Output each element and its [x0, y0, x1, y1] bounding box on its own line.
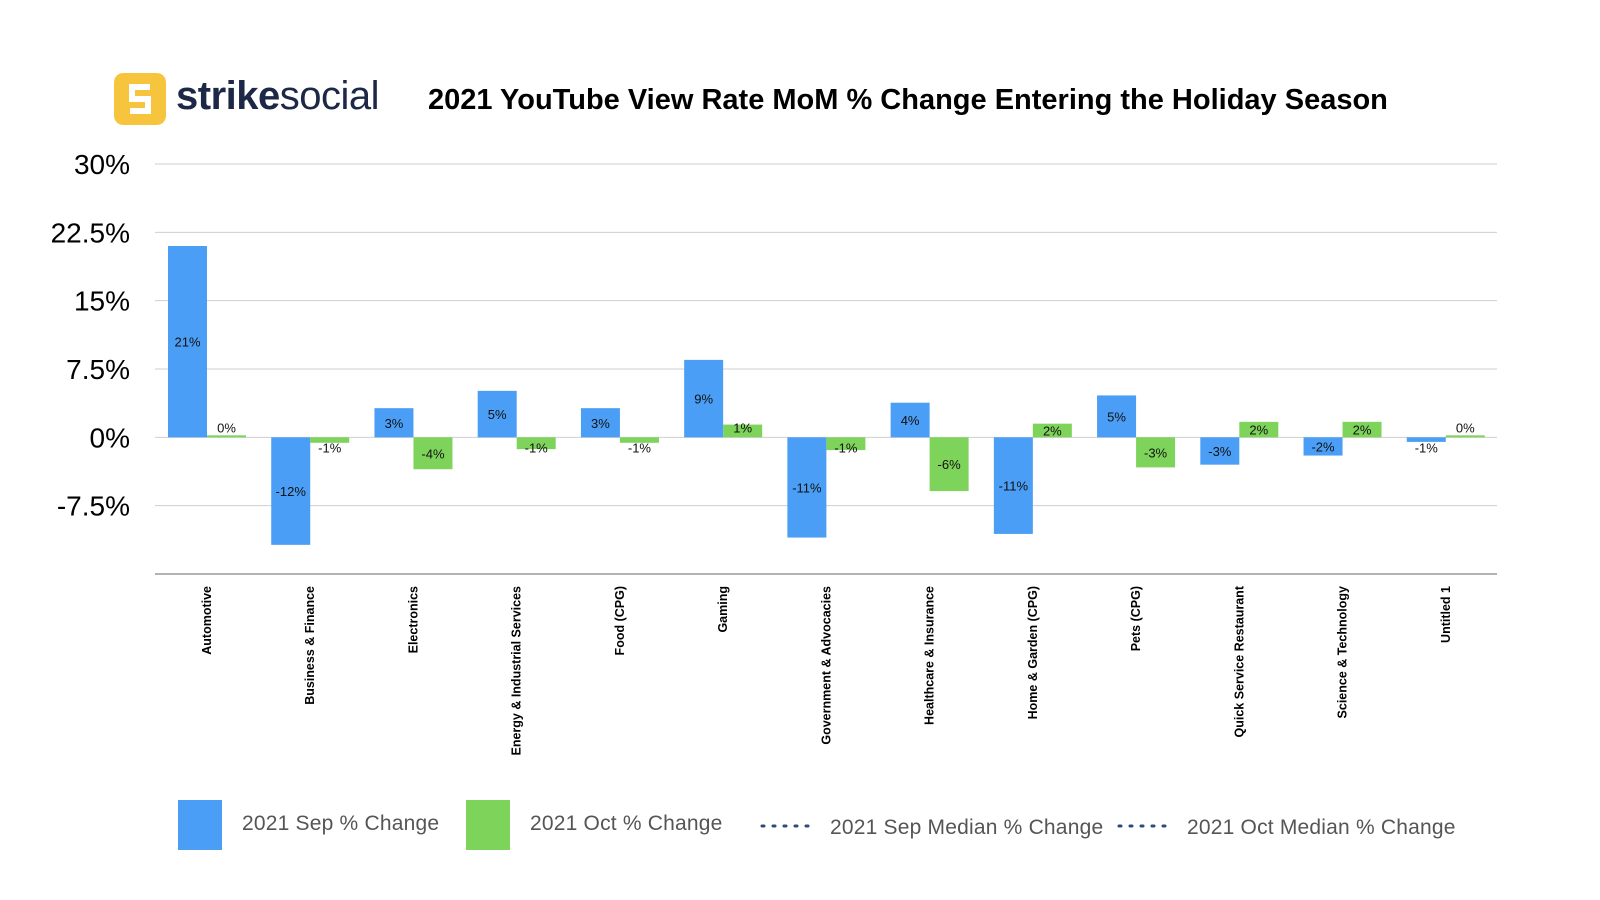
bar: [684, 359, 724, 438]
x-tick-label: Government & Advocacies: [819, 586, 833, 745]
legend-dotted-line-sep-median: [760, 824, 818, 828]
bar: [580, 408, 620, 438]
data-label: 9%: [694, 392, 713, 407]
data-label: -3%: [1208, 444, 1232, 459]
bar-chart: 30% 22.5% 15% 7.5% 0% -7.5% 21% 0% Automotive -12…: [51, 149, 1497, 756]
bar: [1406, 437, 1446, 442]
bar: [1032, 423, 1072, 438]
bar: [787, 437, 827, 538]
data-label: 4%: [901, 413, 920, 428]
x-tick-label: Home & Garden (CPG): [1026, 586, 1040, 719]
brand-name: strikesocial: [176, 74, 380, 119]
bar: [374, 408, 414, 438]
bar: [993, 437, 1033, 534]
x-tick-label: Gaming: [716, 586, 730, 633]
data-label: -11%: [792, 480, 822, 495]
bar: [723, 424, 763, 438]
data-label: 0%: [1456, 420, 1475, 435]
bar: [516, 437, 556, 450]
data-label: -1%: [318, 440, 342, 455]
legend-label-sep: 2021 Sep % Change: [242, 812, 440, 835]
bar: [207, 435, 246, 438]
bar: [168, 246, 207, 438]
data-label: -1%: [1415, 440, 1439, 455]
bar: [1200, 437, 1240, 465]
y-tick-label: -7.5%: [57, 491, 130, 522]
data-label: 5%: [1107, 409, 1126, 424]
y-tick-label: 0%: [90, 422, 130, 453]
y-tick-label: 30%: [74, 149, 130, 180]
x-tick-label: Food (CPG): [613, 586, 627, 655]
data-label: -1%: [525, 440, 549, 455]
data-label: -2%: [1311, 439, 1335, 454]
data-label: -1%: [834, 440, 858, 455]
bar: [929, 437, 969, 492]
data-label: 3%: [591, 416, 610, 431]
data-label: 5%: [488, 407, 507, 422]
x-tick-label: Business & Finance: [303, 586, 317, 705]
data-label: -6%: [938, 457, 962, 472]
bar: [1342, 421, 1382, 438]
data-label: 1%: [733, 420, 752, 435]
data-label: 2%: [1249, 423, 1268, 438]
bar: [413, 437, 453, 470]
bar: [271, 437, 311, 545]
x-tick-label: Pets (CPG): [1129, 586, 1143, 651]
y-tick-label: 15%: [74, 286, 130, 317]
legend-dotted-line-oct-median: [1117, 824, 1175, 828]
brand-name-light: social: [279, 74, 380, 118]
bar: [890, 402, 930, 438]
data-label: 21%: [174, 335, 200, 350]
x-tick-label: Science & Technology: [1336, 586, 1350, 718]
bar: [310, 437, 350, 443]
legend-swatch-sep: [178, 800, 222, 850]
data-label: -12%: [276, 484, 307, 499]
chart-title: 2021 YouTube View Rate MoM % Change Ente…: [428, 84, 1388, 116]
bar: [1136, 437, 1176, 468]
bar: [477, 390, 517, 438]
data-label: 2%: [1043, 424, 1062, 439]
brand-name-bold: strike: [176, 74, 280, 118]
legend-swatch-oct: [466, 800, 510, 850]
bar: [1303, 437, 1343, 456]
legend-label-oct: 2021 Oct % Change: [530, 812, 723, 835]
x-tick-label: Energy & Industrial Services: [510, 586, 524, 756]
bar: [1097, 395, 1137, 438]
bar: [619, 437, 659, 443]
data-label: 2%: [1353, 423, 1372, 438]
strikesocial-logo: [114, 73, 166, 125]
bar: [1239, 421, 1279, 438]
x-tick-label: Untitled 1: [1439, 586, 1453, 643]
y-tick-label: 22.5%: [51, 217, 130, 248]
x-tick-label: Quick Service Restaurant: [1232, 585, 1246, 737]
data-label: 3%: [385, 416, 404, 431]
data-label: 0%: [217, 420, 236, 435]
bar: [826, 437, 866, 451]
data-label: -4%: [421, 446, 445, 461]
data-label: -3%: [1144, 445, 1168, 460]
logo-s-mark: [129, 84, 151, 114]
x-tick-label: Automotive: [200, 586, 214, 655]
y-tick-label: 7.5%: [66, 354, 130, 385]
bar: [1445, 435, 1485, 438]
x-tick-label: Healthcare & Insurance: [923, 586, 937, 725]
legend-label-sep-median: 2021 Sep Median % Change: [830, 816, 1104, 839]
data-label: -1%: [628, 440, 652, 455]
legend-label-oct-median: 2021 Oct Median % Change: [1187, 816, 1456, 839]
data-label: -11%: [999, 479, 1029, 494]
x-tick-label: Electronics: [406, 586, 420, 653]
